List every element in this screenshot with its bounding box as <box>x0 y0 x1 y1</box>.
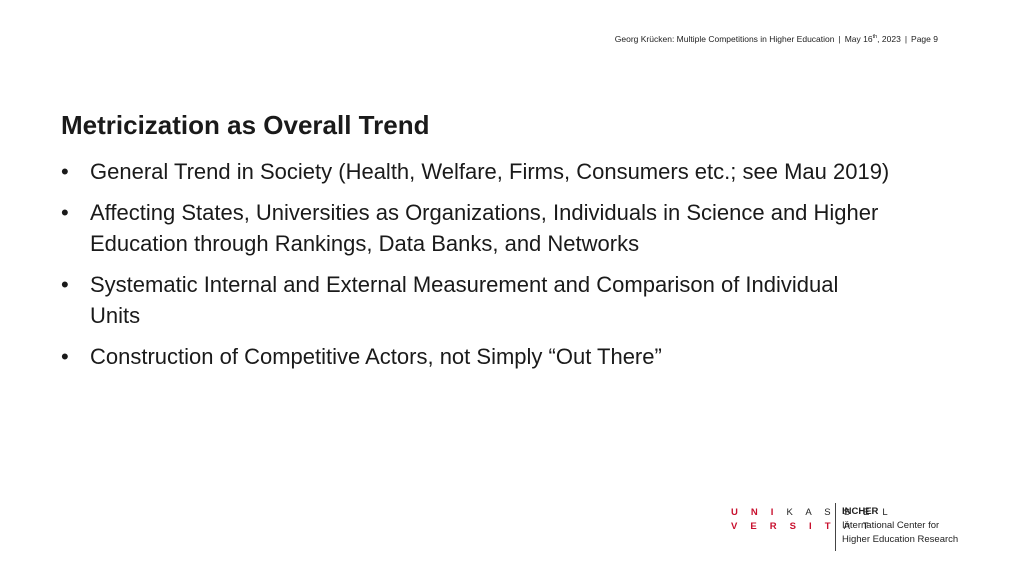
bullet-text: Construction of Competitive Actors, not … <box>90 344 662 369</box>
logo-kassel: K A S S E L <box>786 507 893 518</box>
header-date-prefix: May 16 <box>844 34 873 44</box>
logo-uni-red: U N I <box>731 507 779 518</box>
header-date-year: , 2023 <box>877 34 901 44</box>
header-date-suffix: th <box>872 34 878 41</box>
incher-name: INCHER <box>842 506 879 517</box>
header-separator: | <box>838 34 841 44</box>
logo-at: Ä T <box>843 521 874 532</box>
bullet-list: • General Trend in Society (Health, Welfa… <box>61 156 961 382</box>
incher-line-1: International Center for <box>842 520 940 531</box>
incher-line-2: Higher Education Research <box>842 534 959 545</box>
bullet-text: Affecting States, Universities as Organi… <box>90 200 879 256</box>
header-date: May 16th, 2023 <box>845 34 901 44</box>
bullet-item: • General Trend in Society (Health, Welfa… <box>61 156 961 187</box>
bullet-text: General Trend in Society (Health, Welfar… <box>90 159 890 184</box>
header-page-label: Page <box>911 34 931 44</box>
header-page-number: 9 <box>933 34 938 44</box>
university-logo: U N I K A S S E L V E R S I T Ä T INCHER… <box>731 503 958 551</box>
header-separator-2: | <box>904 34 908 44</box>
logo-versit-red: V E R S I T <box>731 521 836 532</box>
slide-header: Georg Krücken: Multiple Competitions in … <box>520 34 938 44</box>
bullet-text: Systematic Internal and External Measure… <box>90 272 839 328</box>
logo-divider <box>835 503 836 551</box>
bullet-dot: • <box>61 344 69 369</box>
slide-title: Metricization as Overall Trend <box>61 110 430 140</box>
header-author-talk: Georg Krücken: Multiple Competitions in … <box>614 34 835 44</box>
incher-wordmark: INCHER International Center for Higher E… <box>842 505 958 545</box>
bullet-dot: • <box>61 200 69 225</box>
bullet-item: • Construction of Competitive Actors, not… <box>61 341 961 372</box>
bullet-item: • Systematic Internal and External Measur… <box>61 269 961 331</box>
uni-kassel-wordmark: U N I K A S S E L V E R S I T Ä T <box>731 505 888 545</box>
bullet-item: • Affecting States, Universities as Organ… <box>61 197 961 259</box>
bullet-dot: • <box>61 272 69 297</box>
bullet-dot: • <box>61 159 69 184</box>
